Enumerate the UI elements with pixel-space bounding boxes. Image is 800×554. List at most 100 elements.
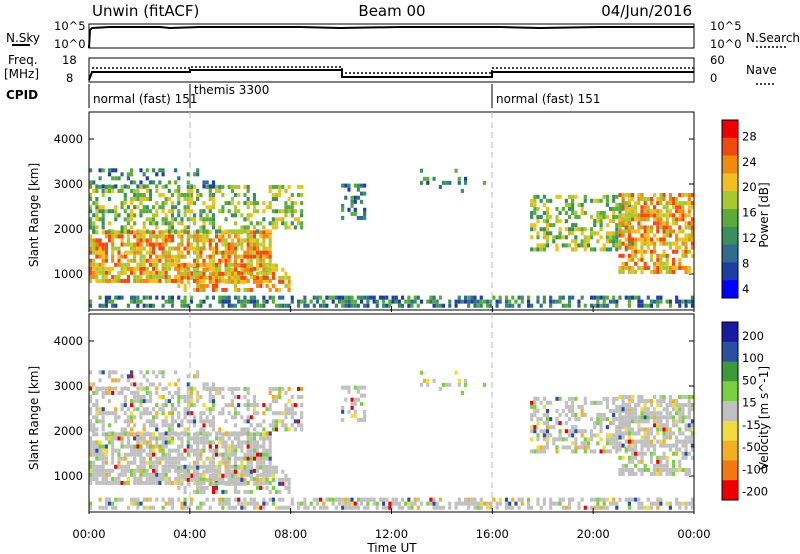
echo-cell bbox=[555, 235, 559, 240]
echo-cell bbox=[130, 374, 134, 379]
echo-cell bbox=[438, 386, 442, 391]
echo-cell bbox=[126, 436, 130, 441]
echo-cell bbox=[643, 237, 647, 242]
echo-cell bbox=[161, 395, 165, 400]
echo-cell bbox=[627, 467, 631, 472]
echo-cell bbox=[631, 225, 635, 230]
echo-cell bbox=[161, 246, 165, 251]
echo-cell bbox=[618, 206, 622, 211]
echo-cell bbox=[438, 184, 442, 189]
echo-cell bbox=[287, 407, 291, 412]
echo-cell bbox=[215, 452, 219, 457]
nave-tick-top: 60 bbox=[710, 53, 725, 67]
echo-cell bbox=[621, 404, 625, 409]
echo-cell bbox=[599, 421, 603, 426]
echo-cell bbox=[382, 505, 386, 510]
echo-cell bbox=[193, 234, 197, 239]
echo-cell bbox=[653, 265, 657, 270]
echo-cell bbox=[287, 287, 291, 292]
echo-cell bbox=[274, 411, 279, 416]
echo-cell bbox=[271, 193, 275, 198]
echo-cell bbox=[627, 415, 631, 420]
echo-cell bbox=[233, 415, 238, 420]
echo-cell bbox=[681, 193, 685, 198]
echo-cell bbox=[196, 505, 200, 510]
echo-cell bbox=[646, 447, 650, 452]
echo-cell bbox=[164, 197, 168, 202]
echo-cell bbox=[687, 201, 691, 206]
echo-cell bbox=[233, 250, 238, 255]
echo-cell bbox=[656, 467, 660, 472]
echo-cell bbox=[186, 444, 190, 449]
echo-cell bbox=[284, 390, 288, 395]
echo-cell bbox=[555, 408, 559, 413]
echo-cell bbox=[170, 501, 175, 506]
echo-cell bbox=[202, 234, 206, 239]
echo-cell bbox=[126, 303, 130, 308]
echo-cell bbox=[256, 473, 260, 478]
echo-cell bbox=[473, 497, 477, 502]
echo-cell bbox=[230, 444, 234, 449]
echo-cell bbox=[170, 246, 175, 251]
echo-cell bbox=[221, 209, 225, 214]
echo-cell bbox=[101, 427, 105, 432]
echo-cell bbox=[262, 460, 266, 465]
echo-cell bbox=[561, 408, 565, 413]
echo-cell bbox=[293, 427, 297, 432]
echo-cell bbox=[646, 229, 650, 234]
echo-cell bbox=[441, 303, 446, 308]
echo-cell bbox=[281, 386, 285, 391]
echo-cell bbox=[486, 299, 490, 304]
echo-cell bbox=[281, 209, 285, 214]
echo-cell bbox=[649, 443, 654, 448]
echo-cell bbox=[148, 295, 153, 300]
echo-cell bbox=[240, 501, 244, 506]
colorbar-swatch bbox=[722, 381, 738, 402]
echo-cell bbox=[208, 473, 212, 478]
echo-cell bbox=[208, 205, 212, 210]
echo-cell bbox=[246, 213, 250, 218]
echo-cell bbox=[199, 411, 203, 416]
echo-cell bbox=[290, 423, 294, 428]
echo-cell bbox=[590, 437, 594, 442]
echo-cell bbox=[675, 241, 679, 246]
echo-cell bbox=[265, 431, 269, 436]
echo-cell bbox=[539, 198, 543, 203]
echo-cell bbox=[145, 460, 149, 465]
echo-cell bbox=[605, 400, 609, 405]
echo-cell bbox=[624, 439, 628, 444]
echo-cell bbox=[211, 205, 216, 210]
echo-cell bbox=[605, 396, 609, 401]
echo-cell bbox=[142, 456, 146, 461]
echo-cell bbox=[564, 437, 568, 442]
echo-cell bbox=[366, 505, 370, 510]
echo-cell bbox=[615, 303, 619, 308]
echo-cell bbox=[183, 225, 187, 230]
echo-cell bbox=[117, 415, 121, 420]
echo-cell bbox=[208, 448, 212, 453]
echo-cell bbox=[218, 465, 222, 470]
echo-cell bbox=[646, 209, 650, 214]
echo-cell bbox=[659, 197, 663, 202]
echo-cell bbox=[678, 459, 682, 464]
echo-cell bbox=[237, 477, 241, 482]
echo-cell bbox=[297, 501, 301, 506]
colorbar-swatch bbox=[722, 401, 738, 422]
cpid-segment-2: themis 3300 bbox=[194, 83, 269, 97]
echo-cell bbox=[281, 267, 285, 272]
echo-cell bbox=[612, 239, 616, 244]
echo-cell bbox=[120, 262, 124, 267]
echo-cell bbox=[460, 390, 464, 395]
echo-cell bbox=[675, 419, 679, 424]
echo-cell bbox=[111, 246, 115, 251]
echo-cell bbox=[624, 237, 628, 242]
echo-cell bbox=[281, 481, 285, 486]
echo-cell bbox=[583, 247, 587, 252]
echo-cell bbox=[196, 456, 200, 461]
echo-cell bbox=[243, 225, 247, 230]
echo-cell bbox=[249, 452, 253, 457]
echo-cell bbox=[539, 243, 543, 248]
echo-cell bbox=[445, 180, 449, 185]
echo-cell bbox=[104, 209, 108, 214]
echo-cell bbox=[89, 303, 93, 308]
